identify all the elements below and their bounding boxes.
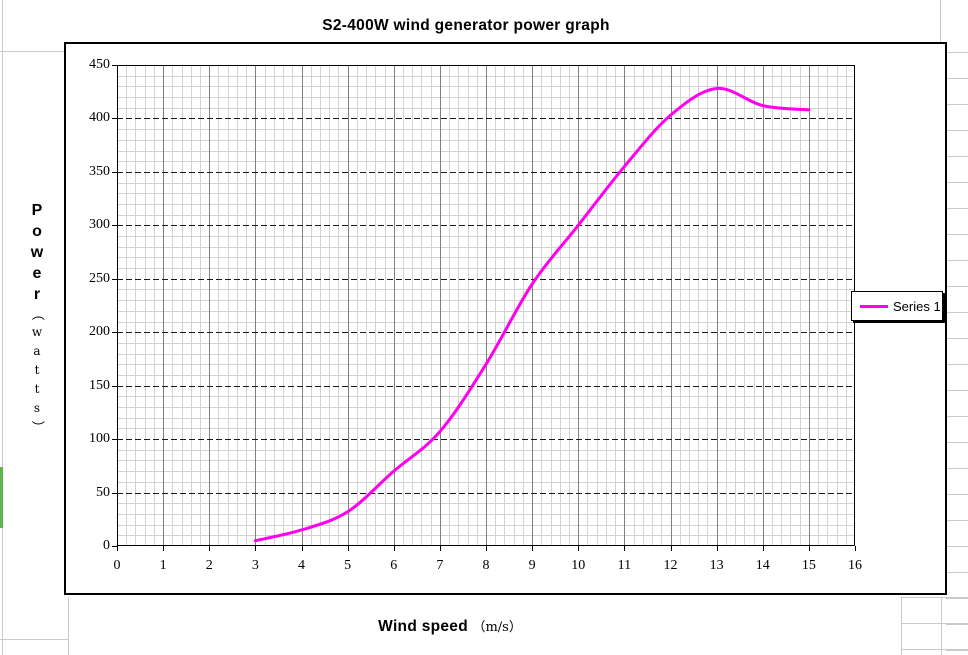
- sheet-gridline: [946, 182, 968, 183]
- x-tick-label: 5: [344, 558, 352, 573]
- sheet-gridline: [2, 0, 3, 655]
- sheet-gridline: [946, 624, 968, 625]
- y-tick-label: 400: [89, 110, 110, 126]
- chart-frame[interactable]: [64, 42, 947, 595]
- x-axis-title-text: Wind speed: [378, 618, 468, 635]
- x-tick-label: 10: [571, 558, 586, 573]
- x-tick-label: 11: [617, 558, 632, 573]
- sheet-gridline: [946, 208, 968, 209]
- x-tick-label: 4: [298, 558, 305, 573]
- sheet-gridline: [940, 0, 941, 42]
- y-tick-label: 450: [89, 57, 110, 72]
- y-axis-title-char: e: [32, 265, 42, 282]
- sheet-gridline: [946, 520, 968, 521]
- y-tick-label: 50: [96, 484, 110, 500]
- chart-title[interactable]: S2-400W wind generator power graph: [322, 17, 610, 34]
- sheet-gridline: [946, 130, 968, 131]
- sheet-gridline: [946, 598, 968, 599]
- sheet-gridline: [901, 623, 968, 624]
- x-tick-label: 15: [801, 558, 816, 573]
- sheet-gridline: [946, 156, 968, 157]
- legend-series-label: Series 1: [893, 298, 941, 314]
- x-tick-label: 2: [205, 558, 213, 573]
- sheet-gridline: [68, 597, 69, 655]
- y-tick-label: 150: [89, 377, 110, 393]
- sheet-gridline: [946, 416, 968, 417]
- y-tick-label: 350: [89, 163, 110, 179]
- sheet-gridline: [946, 572, 968, 573]
- sheet-gridline: [946, 546, 968, 547]
- sheet-green-cell-marker: [0, 467, 3, 528]
- sheet-gridline: [946, 260, 968, 261]
- sheet-gridline: [946, 338, 968, 339]
- y-axis-title-char: w: [30, 244, 44, 261]
- x-tick-label: 16: [848, 558, 862, 573]
- sheet-gridline: [946, 364, 968, 365]
- sheet-gridline: [0, 639, 68, 640]
- y-tick-label: 250: [89, 270, 110, 286]
- y-axis-title-char: o: [32, 223, 42, 240]
- plot-area[interactable]: [112, 64, 856, 551]
- x-tick-label: 1: [159, 558, 167, 573]
- sheet-gridline: [946, 234, 968, 235]
- y-axis-title-char: （: [29, 307, 45, 321]
- x-axis-title-unit: （m/s）: [472, 620, 522, 635]
- y-tick-label: 300: [89, 217, 110, 233]
- x-tick-label: 12: [663, 558, 678, 573]
- y-axis-title-char: s: [33, 401, 41, 415]
- x-tick-label: 9: [528, 558, 536, 573]
- x-tick-label: 13: [709, 558, 724, 573]
- x-tick-label: 3: [251, 558, 259, 573]
- y-axis-title-char: ）: [29, 420, 45, 434]
- y-tick-label: 200: [89, 324, 110, 340]
- sheet-gridline: [946, 312, 968, 313]
- series-line[interactable]: [253, 87, 811, 543]
- y-axis-title-char: r: [33, 286, 41, 303]
- x-tick-label: 7: [436, 558, 444, 573]
- sheet-gridline: [946, 650, 968, 651]
- plot-svg[interactable]: [112, 64, 856, 551]
- y-tick-label: 100: [89, 431, 110, 447]
- sheet-gridline: [901, 597, 968, 598]
- sheet-gridline: [901, 649, 968, 650]
- y-axis-title-char: w: [31, 325, 43, 339]
- legend-line-swatch: [860, 304, 888, 308]
- sheet-gridline: [941, 597, 942, 655]
- sheet-gridline: [0, 51, 64, 52]
- x-tick-label: 6: [390, 558, 398, 573]
- y-axis-title-char: P: [31, 202, 43, 219]
- sheet-gridline: [901, 597, 902, 655]
- sheet-gridline: [946, 390, 968, 391]
- sheet-gridline: [946, 52, 968, 53]
- sheet-gridline: [946, 442, 968, 443]
- sheet-gridline: [946, 494, 968, 495]
- x-tick-label: 8: [482, 558, 490, 573]
- y-axis-title-char: t: [34, 382, 40, 396]
- sheet-gridline: [946, 286, 968, 287]
- y-axis-title-char: a: [33, 344, 41, 358]
- x-tick-label: 14: [755, 558, 770, 573]
- legend-box[interactable]: Series 1: [851, 291, 943, 321]
- x-axis-title[interactable]: Wind speed （m/s）: [81, 616, 819, 636]
- y-axis-title-char: t: [34, 363, 40, 377]
- sheet-gridline: [946, 104, 968, 105]
- sheet-gridline: [946, 468, 968, 469]
- x-tick-label: 0: [113, 558, 121, 573]
- sheet-gridline: [946, 78, 968, 79]
- y-tick-label: 0: [103, 538, 110, 553]
